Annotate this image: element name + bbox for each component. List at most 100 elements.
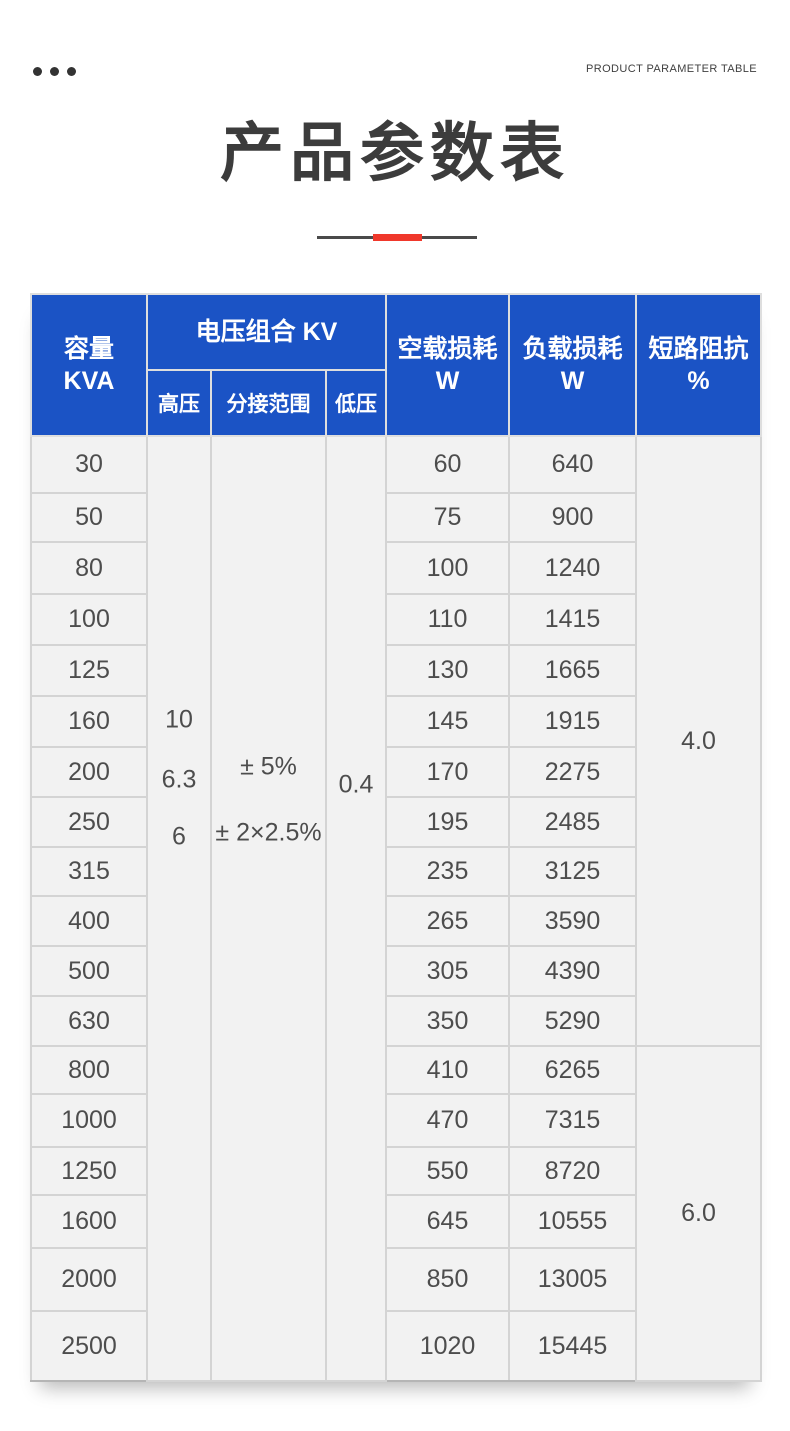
menu-dots-icon	[33, 67, 76, 76]
capacity-cell: 80	[30, 541, 148, 595]
col-header-high-voltage: 高压	[146, 369, 212, 437]
no-load-loss-cell: 100	[385, 541, 511, 595]
table-row: 125 130 1665	[30, 644, 761, 697]
tap-range-value: ± 2×2.5%	[215, 818, 322, 847]
capacity-cell: 30	[30, 435, 148, 494]
table-row: 1250 550 8720	[30, 1146, 761, 1196]
title-divider-accent	[373, 234, 422, 241]
load-loss-cell: 900	[508, 492, 638, 543]
table-row: 1600 645 10555	[30, 1194, 761, 1249]
capacity-cell: 125	[30, 644, 148, 697]
low-voltage-value: 0.4	[338, 770, 374, 799]
table-row: 2000 850 13005	[30, 1247, 761, 1312]
no-load-loss-cell: 550	[385, 1146, 511, 1196]
capacity-cell: 1600	[30, 1194, 148, 1249]
table-row: 30 10 6.3 6 ± 5% ± 2×2.5% 0.4 60 640 4.0	[30, 435, 763, 1382]
load-loss-cell: 1665	[508, 644, 638, 697]
capacity-cell: 50	[30, 492, 148, 543]
load-loss-cell: 3590	[508, 895, 638, 947]
no-load-loss-cell: 1020	[385, 1310, 511, 1382]
capacity-cell: 100	[30, 593, 148, 646]
header-row-1: 容量 KVA 电压组合 KV 空载损耗 W 负载损耗 W 短路阻抗 %	[30, 293, 763, 437]
dot-icon	[50, 67, 59, 76]
col-header-load-loss-title: 负载损耗	[522, 334, 623, 363]
load-loss-cell: 1915	[508, 695, 638, 748]
col-header-capacity: 容量 KVA	[30, 293, 148, 437]
load-loss-cell: 10555	[508, 1194, 638, 1249]
no-load-loss-cell: 130	[385, 644, 511, 697]
high-voltage-value: 10	[165, 705, 193, 734]
high-voltage-merged-cell: 10 6.3 6	[146, 435, 212, 1382]
dot-icon	[67, 67, 76, 76]
no-load-loss-cell: 145	[385, 695, 511, 748]
capacity-cell: 250	[30, 796, 148, 848]
col-header-voltage-group: 电压组合 KV	[145, 293, 388, 371]
load-loss-cell: 7315	[508, 1093, 638, 1148]
high-voltage-value: 6.3	[161, 765, 197, 794]
table-row: 80 100 1240	[30, 541, 761, 595]
col-header-no-load-loss-unit: W	[435, 367, 460, 395]
no-load-loss-cell: 75	[385, 492, 511, 543]
high-voltage-value: 6	[172, 822, 186, 851]
load-loss-cell: 1415	[508, 593, 638, 646]
table-row: 50 75 900	[30, 492, 761, 543]
no-load-loss-cell: 170	[385, 746, 511, 798]
table-row: 315 235 3125	[30, 846, 761, 897]
col-header-load-loss: 负载损耗 W	[508, 293, 638, 437]
table-row: 200 170 2275	[30, 746, 761, 798]
no-load-loss-cell: 645	[385, 1194, 511, 1249]
table-row: 800 410 6265 6.0	[30, 1045, 763, 1382]
header-row-2: 高压 分接范围 低压	[31, 369, 761, 437]
col-header-tap-range: 分接范围	[210, 369, 327, 437]
capacity-cell: 2000	[30, 1247, 148, 1312]
col-header-load-loss-unit: W	[560, 367, 585, 395]
no-load-loss-cell: 470	[385, 1093, 511, 1148]
load-loss-cell: 2275	[508, 746, 638, 798]
no-load-loss-cell: 110	[385, 593, 511, 646]
table-row: 630 350 5290	[30, 995, 761, 1047]
table-row: 400 265 3590	[30, 895, 761, 947]
no-load-loss-cell: 235	[385, 846, 511, 897]
col-header-impedance: 短路阻抗 %	[635, 293, 763, 437]
load-loss-cell: 4390	[508, 945, 638, 997]
load-loss-cell: 1240	[508, 541, 638, 595]
impedance-cell: 6.0	[635, 1045, 763, 1382]
table-header: 容量 KVA 电压组合 KV 空载损耗 W 负载损耗 W 短路阻抗 %	[30, 293, 763, 437]
table-body: 30 10 6.3 6 ± 5% ± 2×2.5% 0.4 60 640 4.0 50 75 900 80…	[30, 435, 763, 1382]
page-title: 产品参数表	[220, 117, 570, 189]
capacity-cell: 500	[30, 945, 148, 997]
title-divider	[317, 234, 477, 241]
capacity-cell: 1000	[30, 1093, 148, 1148]
load-loss-cell: 6265	[508, 1045, 638, 1095]
capacity-cell: 400	[30, 895, 148, 947]
table-row: 1000 470 7315	[30, 1093, 761, 1148]
load-loss-cell: 3125	[508, 846, 638, 897]
col-header-no-load-loss: 空载损耗 W	[385, 293, 511, 437]
col-header-low-voltage: 低压	[324, 369, 388, 437]
capacity-cell: 200	[30, 746, 148, 798]
header-eyebrow: PRODUCT PARAMETER TABLE	[586, 63, 757, 75]
load-loss-cell: 2485	[508, 796, 638, 848]
capacity-cell: 1250	[30, 1146, 148, 1196]
table-row: 250 195 2485	[30, 796, 761, 848]
capacity-cell: 800	[30, 1045, 148, 1095]
low-voltage-merged-cell: 0.4	[324, 435, 388, 1382]
capacity-cell: 315	[30, 846, 148, 897]
load-loss-cell: 640	[508, 435, 638, 494]
table-row: 160 145 1915	[30, 695, 761, 748]
table-row: 100 110 1415	[30, 593, 761, 646]
no-load-loss-cell: 305	[385, 945, 511, 997]
col-header-capacity-title: 容量	[63, 334, 114, 363]
no-load-loss-cell: 410	[385, 1045, 511, 1095]
col-header-impedance-title: 短路阻抗	[648, 334, 749, 363]
col-header-no-load-loss-title: 空载损耗	[397, 334, 498, 363]
no-load-loss-cell: 850	[385, 1247, 511, 1312]
col-header-capacity-unit: KVA	[63, 367, 115, 395]
no-load-loss-cell: 195	[385, 796, 511, 848]
table-row: 2500 1020 15445	[30, 1310, 761, 1382]
capacity-cell: 630	[30, 995, 148, 1047]
load-loss-cell: 15445	[508, 1310, 638, 1382]
load-loss-cell: 13005	[508, 1247, 638, 1312]
impedance-cell: 4.0	[635, 435, 763, 1047]
